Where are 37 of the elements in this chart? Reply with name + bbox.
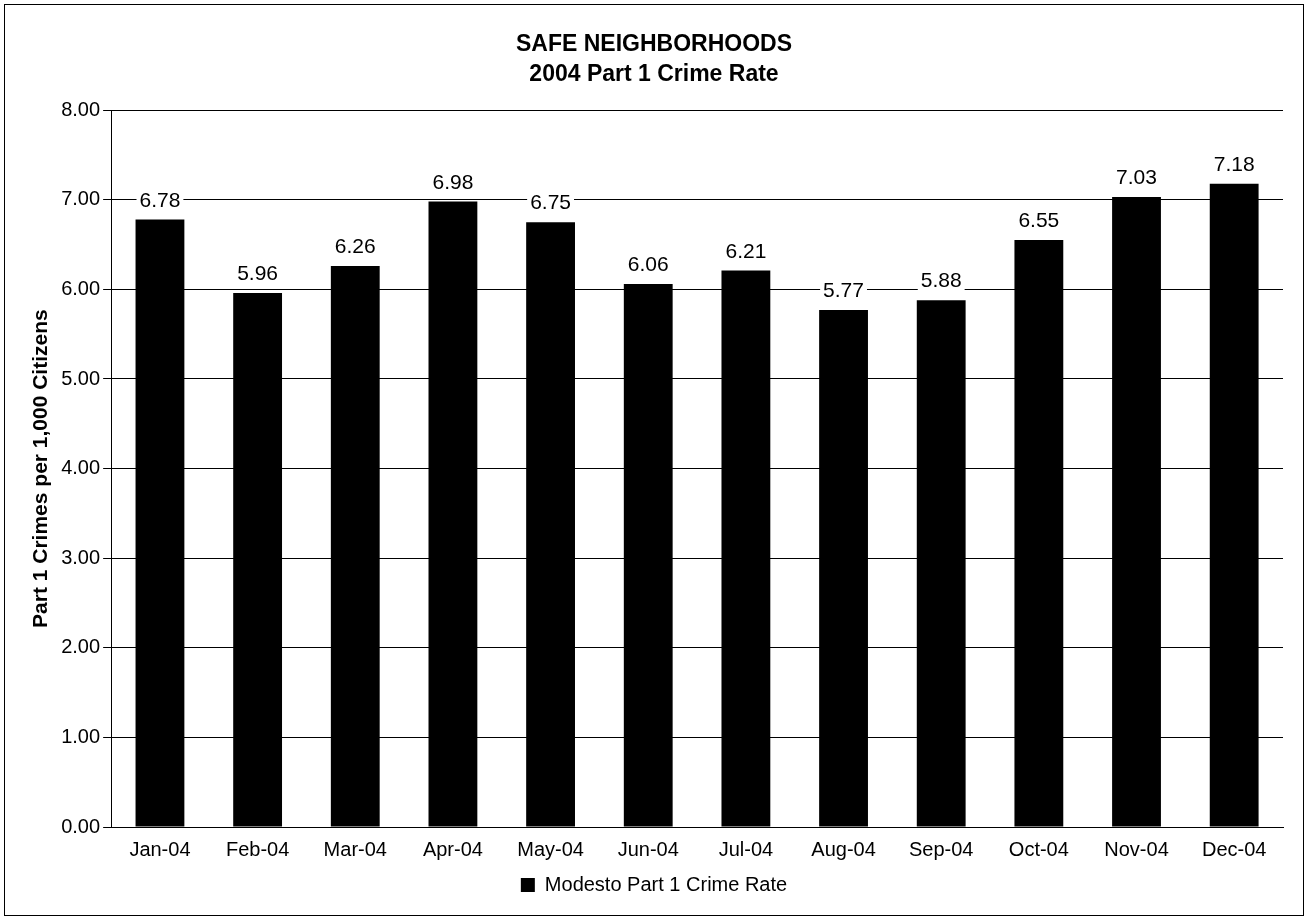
y-tick-label: 2.00 [61, 635, 101, 658]
chart-title: SAFE NEIGHBORHOODS [515, 30, 793, 57]
y-tick-label: 3.00 [61, 545, 101, 568]
x-tick-label: May-04 [517, 837, 584, 860]
y-tick-label: 0.00 [61, 814, 101, 837]
data-label: 5.88 [920, 268, 962, 292]
data-label: 5.96 [237, 261, 279, 285]
y-tick-label: 8.00 [61, 97, 101, 120]
x-tick-label: Jul-04 [718, 837, 774, 860]
data-label: 6.75 [530, 190, 572, 214]
data-label: 5.77 [823, 278, 864, 302]
x-tick-label: Jun-04 [617, 837, 679, 860]
data-label: 6.26 [334, 234, 376, 258]
y-axis-title: Part 1 Crimes per 1,000 Citizens [28, 309, 52, 628]
data-label: 7.03 [1116, 165, 1157, 189]
x-tick-label: Feb-04 [225, 837, 290, 860]
x-tick-label: Oct-04 [1008, 837, 1069, 860]
x-tick-label: Apr-04 [422, 837, 483, 860]
y-tick-label: 6.00 [61, 276, 101, 299]
x-tick-label: Dec-04 [1201, 837, 1267, 860]
x-tick-label: Sep-04 [908, 837, 974, 860]
x-tick-label: Aug-04 [811, 837, 876, 860]
data-label: 6.21 [725, 238, 767, 262]
data-label: 6.78 [139, 187, 181, 211]
y-tick-label: 5.00 [61, 366, 101, 389]
data-label: 6.55 [1018, 208, 1060, 232]
y-tick-label: 7.00 [61, 187, 101, 210]
x-tick-label: Nov-04 [1104, 837, 1169, 860]
y-tick-label: 1.00 [61, 724, 101, 747]
data-label: 6.06 [627, 252, 669, 276]
legend-label: Modesto Part 1 Crime Rate [544, 872, 788, 895]
data-label: 7.18 [1213, 151, 1255, 175]
y-tick-label: 4.00 [61, 456, 101, 479]
x-tick-label: Jan-04 [129, 837, 191, 860]
data-label: 6.98 [432, 169, 474, 193]
x-tick-label: Mar-04 [323, 837, 387, 860]
chart-subtitle: 2004 Part 1 Crime Rate [529, 59, 779, 86]
